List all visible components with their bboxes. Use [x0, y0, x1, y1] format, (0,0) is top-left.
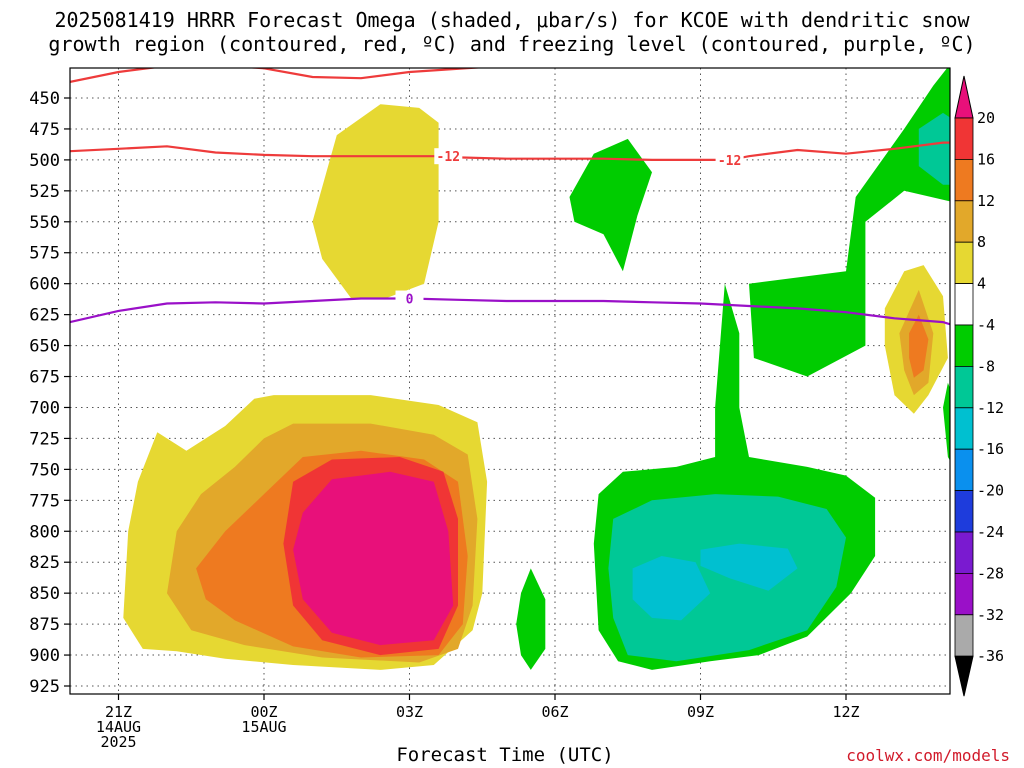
y-tick-label: 650 — [29, 337, 60, 357]
colorbar-label: 4 — [977, 275, 986, 293]
colorbar-segment — [954, 614, 974, 657]
y-tick-label: 700 — [29, 398, 60, 418]
y-tick-label: 900 — [29, 646, 60, 666]
plot-frame — [69, 67, 951, 695]
contour-label: 0 — [406, 293, 414, 308]
colorbar-label: -28 — [977, 564, 1004, 582]
y-tick-label: 525 — [29, 182, 60, 202]
colorbar-bottom-arrow — [954, 655, 974, 697]
colorbar-label: -4 — [977, 316, 995, 334]
colorbar-segment — [954, 448, 974, 492]
colorbar-segment — [954, 283, 974, 326]
temperature-contours: -12 -12 0 — [70, 68, 950, 326]
y-axis: 450 475 500 525 550 575 600 625 650 675 700 725 750 7… — [29, 89, 70, 697]
colorbar-label: 12 — [977, 192, 995, 210]
colorbar-label: -8 — [977, 357, 995, 375]
colorbar-segment — [954, 365, 974, 409]
omega-region — [943, 382, 950, 461]
omega-region — [700, 543, 798, 591]
contour-label: -12 — [437, 150, 460, 165]
omega-region — [569, 138, 652, 272]
x-tick-label: 2025 — [100, 733, 136, 751]
colorbar-label: -24 — [977, 523, 1004, 541]
omega-region — [516, 568, 546, 670]
contour-label-bg — [395, 290, 424, 307]
y-tick-label: 825 — [29, 553, 60, 573]
omega-region — [608, 494, 846, 662]
x-tick-label: 00Z — [250, 703, 277, 721]
colorbar-label: -20 — [977, 482, 1004, 500]
contour-label-bg — [434, 148, 463, 165]
colorbar-segment — [954, 117, 974, 160]
colorbar-label: 16 — [977, 150, 995, 168]
colorbar-label: -32 — [977, 606, 1004, 624]
contour-label-bg — [715, 151, 744, 168]
contour-line — [70, 297, 950, 326]
colorbar-segment — [954, 158, 974, 202]
x-tick-label: 15AUG — [241, 718, 286, 736]
omega-region — [293, 471, 454, 646]
y-tick-label: 750 — [29, 460, 60, 480]
colorbar-segment — [954, 241, 974, 284]
colorbar-top-arrow — [954, 75, 974, 119]
y-tick-label: 500 — [29, 151, 60, 171]
omega-shaded-regions — [123, 68, 1011, 670]
x-tick-label: 09Z — [687, 703, 714, 721]
x-axis-label: Forecast Time (UTC) — [396, 744, 614, 766]
colorbar-label: -12 — [977, 399, 1004, 417]
y-tick-label: 875 — [29, 615, 60, 635]
colorbar-segment — [954, 407, 974, 450]
colorbar-segment — [954, 573, 974, 616]
y-tick-label: 725 — [29, 429, 60, 449]
y-tick-label: 925 — [29, 677, 60, 697]
grid-lines — [70, 68, 950, 694]
omega-region — [312, 104, 439, 299]
x-tick-label: 14AUG — [96, 718, 141, 736]
x-tick-label: 21Z — [105, 703, 132, 721]
colorbar-segment — [954, 200, 974, 243]
colorbar-segment — [954, 531, 974, 574]
title-line-1: 2025081419 HRRR Forecast Omega (shaded, … — [54, 8, 970, 32]
y-tick-label: 775 — [29, 491, 60, 511]
colorbar-label: 8 — [977, 233, 986, 251]
y-tick-label: 675 — [29, 368, 60, 388]
colorbar: 20 16 12 8 4 -4 -8 -12 -16 -20 -24 -28 -32 -36 — [954, 75, 1004, 697]
omega-region — [1001, 321, 1011, 346]
x-tick-label: 03Z — [396, 703, 423, 721]
colorbar-segment — [954, 324, 974, 367]
colorbar-label: 20 — [977, 109, 995, 127]
y-tick-label: 800 — [29, 522, 60, 542]
y-tick-label: 625 — [29, 306, 60, 326]
y-tick-label: 600 — [29, 275, 60, 295]
y-tick-label: 850 — [29, 584, 60, 604]
y-tick-label: 475 — [29, 120, 60, 140]
chart-title: 2025081419 HRRR Forecast Omega (shaded, … — [0, 8, 1024, 56]
colorbar-segment — [954, 490, 974, 533]
x-tick-label: 06Z — [541, 703, 568, 721]
y-tick-label: 550 — [29, 213, 60, 233]
credit-text: coolwx.com/models — [846, 746, 1010, 765]
contour-line — [70, 141, 950, 161]
y-tick-label: 450 — [29, 89, 60, 109]
omega-region — [918, 112, 950, 185]
title-line-2: growth region (contoured, red, ºC) and f… — [48, 32, 976, 56]
colorbar-label: -16 — [977, 440, 1004, 458]
colorbar-label: -36 — [977, 647, 1004, 665]
y-tick-label: 575 — [29, 244, 60, 264]
omega-region — [632, 556, 711, 621]
contour-label: -12 — [718, 154, 741, 169]
x-tick-label: 12Z — [832, 703, 859, 721]
omega-region — [749, 68, 950, 377]
omega-region — [909, 314, 929, 378]
